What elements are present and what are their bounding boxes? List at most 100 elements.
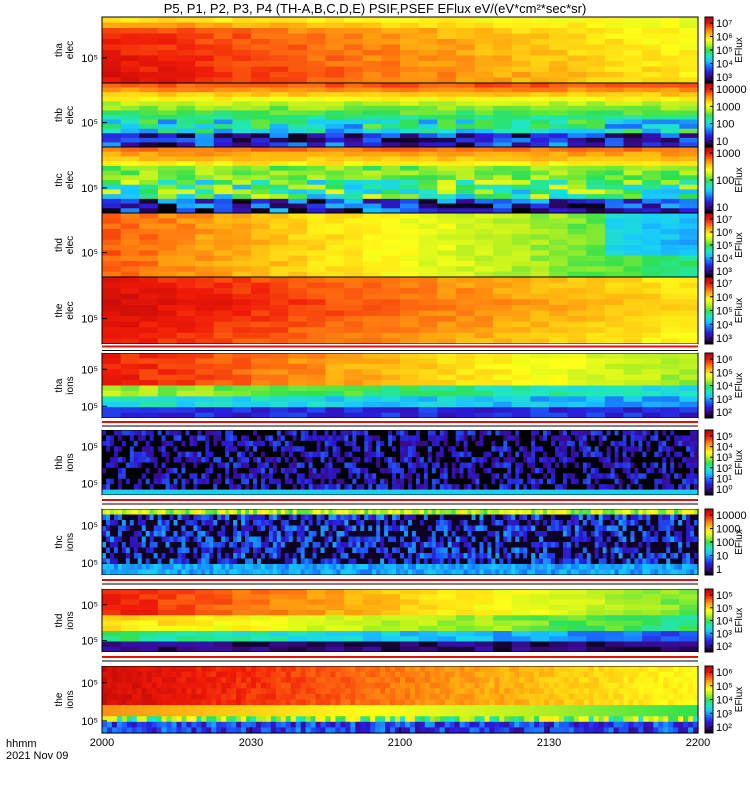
spectrogram-cell	[102, 266, 122, 273]
spectrogram-cell	[292, 451, 298, 458]
spectrogram-cell	[304, 514, 310, 521]
spectrogram-cell	[435, 478, 441, 485]
spectrogram-cell	[141, 457, 147, 464]
spectrogram-cell	[157, 401, 178, 408]
spectrogram-cell	[205, 478, 210, 485]
colorbar-segment	[705, 254, 713, 257]
spectrogram-cell	[288, 310, 308, 317]
spectrogram-cell	[642, 250, 662, 257]
spectrogram-cell	[344, 234, 364, 241]
spectrogram-cell	[288, 293, 308, 300]
spectrogram-cell	[340, 457, 345, 464]
colorbar-segment	[705, 364, 713, 367]
spectrogram-cell	[623, 151, 643, 158]
spectrogram-cell	[189, 514, 194, 521]
spectrogram-cell	[320, 489, 326, 496]
spectrogram-cell	[139, 363, 159, 370]
spectrogram-cell	[679, 229, 699, 235]
spectrogram-cell	[549, 401, 569, 408]
spectrogram-cell	[483, 484, 489, 491]
y-tick-label: 10⁵	[81, 53, 98, 65]
spectrogram-cell	[493, 124, 513, 130]
spectrogram-cell	[535, 489, 540, 496]
spectrogram-cell	[400, 430, 405, 437]
spectrogram-cell	[418, 401, 438, 408]
spectrogram-cell	[523, 435, 528, 442]
spectrogram-cell	[437, 208, 457, 214]
spectrogram-cell	[455, 358, 476, 365]
spectrogram-cell	[455, 119, 476, 125]
spectrogram-cell	[437, 161, 457, 167]
spectrogram-cell	[102, 110, 122, 116]
spectrogram-cell	[642, 133, 662, 139]
spectrogram-cell	[511, 128, 531, 134]
spectrogram-cell	[483, 467, 489, 474]
spectrogram-cell	[467, 514, 473, 521]
spectrogram-cell	[176, 332, 196, 340]
spectrogram-cell	[176, 92, 196, 98]
spectrogram-cell	[400, 128, 420, 134]
spectrogram-cell	[511, 83, 531, 89]
spectrogram-cell	[550, 435, 556, 442]
spectrogram-cell	[306, 288, 327, 295]
spectrogram-cell	[435, 509, 441, 516]
colorbar-segment	[705, 238, 713, 241]
spectrogram-cell	[237, 467, 242, 474]
spectrogram-cell	[491, 489, 496, 496]
spectrogram-cell	[427, 435, 433, 442]
spectrogram-cell	[604, 61, 625, 68]
spectrogram-cell	[582, 446, 588, 453]
spectrogram-cell	[543, 489, 548, 496]
spectrogram-cell	[348, 473, 353, 480]
spectrogram-cell	[403, 435, 409, 442]
spectrogram-cell	[251, 17, 271, 24]
spectrogram-cell	[586, 189, 606, 195]
spectrogram-cell	[439, 478, 445, 485]
spectrogram-cell	[566, 467, 572, 474]
spectrogram-cell	[515, 451, 520, 458]
spectrogram-cell	[400, 229, 420, 235]
spectrogram-cell	[256, 520, 262, 527]
spectrogram-cell	[567, 385, 587, 392]
spectrogram-cell	[288, 161, 308, 167]
spectrogram-cell	[503, 440, 508, 447]
spectrogram-cell	[344, 161, 364, 167]
spectrogram-cell	[400, 133, 420, 139]
spectrogram-cell	[102, 229, 122, 235]
colorbar-segment	[705, 76, 713, 79]
spectrogram-cell	[623, 338, 643, 345]
spectrogram-cell	[232, 203, 252, 209]
spectrogram-cell	[455, 462, 461, 469]
spectrogram-cell	[642, 180, 662, 186]
spectrogram-cell	[554, 457, 560, 464]
spectrogram-cell	[325, 198, 345, 205]
spectrogram-cell	[642, 467, 647, 474]
spectrogram-cell	[276, 473, 282, 480]
spectrogram-cell	[102, 473, 107, 480]
spectrogram-cell	[306, 255, 327, 262]
spectrogram-cell	[133, 440, 139, 447]
spectrogram-cell	[511, 396, 531, 403]
spectrogram-cell	[181, 462, 187, 469]
spectrogram-cell	[679, 369, 699, 376]
spectrogram-cell	[102, 101, 122, 107]
spectrogram-cell	[586, 412, 606, 419]
spectrogram-cell	[474, 223, 494, 230]
spectrogram-cell	[139, 87, 159, 93]
spectrogram-cell	[622, 462, 628, 469]
spectrogram-cell	[455, 321, 476, 328]
spectrogram-cell	[241, 457, 246, 464]
spectrogram-cell	[646, 430, 651, 437]
spectrogram-cell	[451, 430, 457, 437]
spectrogram-cell	[251, 208, 271, 214]
spectrogram-cell	[362, 170, 382, 176]
spectrogram-cell	[418, 147, 438, 153]
spectrogram-cell	[217, 514, 222, 521]
spectrogram-cell	[654, 462, 659, 469]
spectrogram-cell	[157, 137, 178, 144]
spectrogram-cell	[604, 261, 625, 267]
spectrogram-cell	[586, 110, 606, 116]
spectrogram-cell	[463, 514, 469, 521]
spectrogram-cell	[344, 430, 349, 437]
spectrogram-cell	[288, 484, 294, 491]
